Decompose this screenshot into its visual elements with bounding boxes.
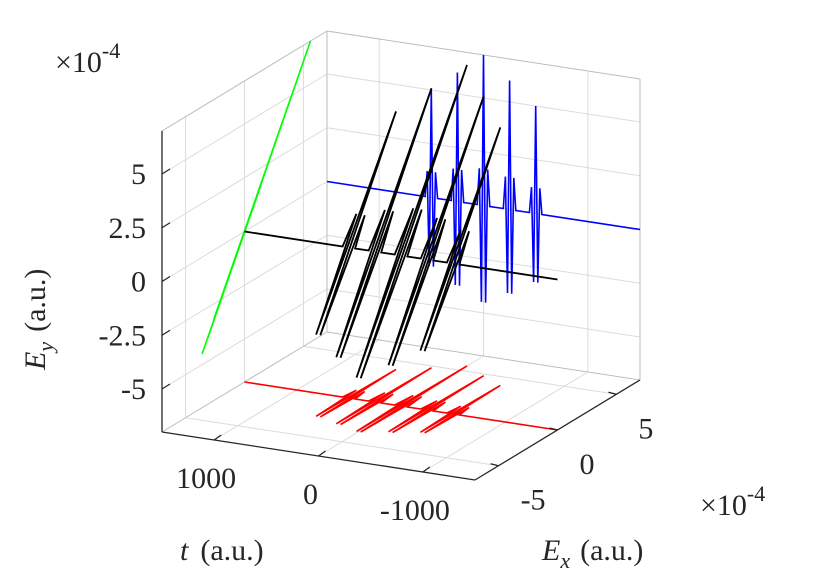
y-axis-label: Ex (a.u.) [541, 534, 643, 573]
axis-subscript: y [33, 342, 58, 354]
multiplier-base: ×10 [700, 489, 747, 522]
box-edge [161, 30, 328, 132]
multiplier-base: ×10 [55, 46, 102, 79]
y-tick-label: 0 [580, 448, 595, 481]
line [244, 64, 558, 379]
axis-symbol: E [19, 352, 52, 371]
multiplier-exponent: -4 [102, 38, 120, 63]
x-tick-label: 1000 [176, 462, 236, 495]
z-multiplier: ×10-4 [55, 38, 120, 79]
projection-line [244, 365, 558, 434]
z-tick-label: -2.5 [99, 319, 147, 352]
z-axis-label: Ey (a.u.) [19, 269, 58, 371]
tick-mark [161, 168, 171, 175]
tick-mark [422, 466, 431, 473]
z-tick-label: -5 [121, 373, 146, 406]
axis-unit: (a.u.) [580, 534, 643, 567]
tick-mark [490, 463, 499, 467]
axis-symbol: t [180, 534, 189, 567]
tick-mark [213, 434, 222, 441]
z-tick-label: 2.5 [109, 212, 147, 245]
tick-mark [161, 383, 171, 390]
tick-mark [318, 450, 326, 457]
axis-unit: (a.u.) [200, 534, 263, 567]
multiplier-exponent: -4 [747, 481, 765, 506]
y-multiplier: ×10-4 [700, 481, 765, 522]
x-tick-label: -1000 [380, 494, 450, 527]
z-tick-label: 0 [131, 266, 146, 299]
axis-unit: (a.u.) [19, 269, 52, 332]
tick-mark [608, 391, 617, 395]
x-axis-label: t (a.u.) [180, 534, 264, 567]
axis-subscript: x [559, 548, 570, 573]
projection-line [201, 40, 312, 355]
tick-mark [161, 222, 171, 229]
y-tick-label: 5 [638, 412, 653, 445]
tick-mark [161, 329, 171, 336]
tick-mark [161, 275, 171, 283]
z-tick-label: 5 [131, 158, 146, 191]
y-tick-label: -5 [521, 484, 546, 517]
axis-symbol: E [541, 534, 560, 567]
box-edge [326, 331, 641, 381]
tick-mark [549, 427, 558, 431]
projection-line [326, 54, 641, 303]
x-tick-label: 0 [303, 478, 318, 511]
